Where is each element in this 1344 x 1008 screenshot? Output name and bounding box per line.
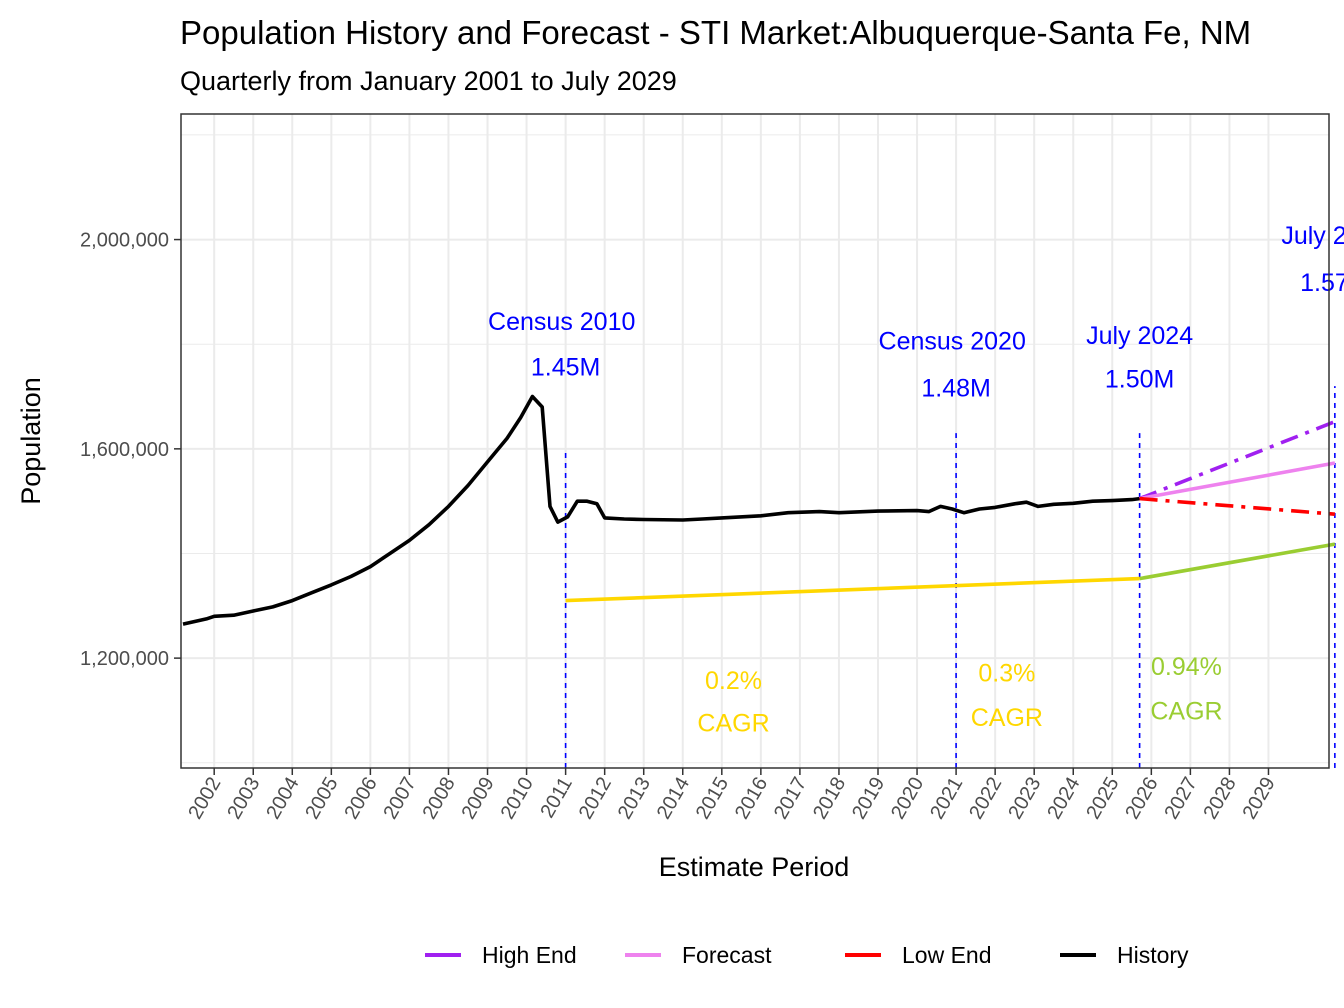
annotation-label: CAGR (697, 709, 769, 737)
x-tick-label: 2020 (887, 774, 928, 824)
x-tick-label: 2024 (1043, 774, 1084, 824)
legend-label: High End (482, 942, 577, 968)
chart-subtitle: Quarterly from January 2001 to July 2029 (180, 66, 677, 96)
chart-title: Population History and Forecast - STI Ma… (180, 14, 1251, 51)
x-tick-label: 2008 (419, 774, 460, 824)
x-axis-ticks: 2002200320042005200620072008200920102011… (184, 768, 1280, 823)
y-tick-label: 2,000,000 (80, 230, 169, 252)
annotation-label: 0.94% (1151, 653, 1222, 681)
annotation-label: 1.50M (1105, 366, 1174, 394)
annotation-label: CAGR (1150, 697, 1222, 725)
x-tick-label: 2009 (458, 774, 499, 824)
x-axis-title: Estimate Period (659, 852, 850, 882)
x-tick-label: 2015 (692, 774, 733, 824)
x-tick-label: 2016 (731, 774, 772, 824)
x-tick-label: 2014 (653, 774, 694, 824)
x-tick-label: 2019 (848, 774, 889, 824)
plot-panel-border (180, 113, 1330, 769)
annotation-label: 1.57M (1300, 269, 1344, 297)
annotation-label: CAGR (971, 704, 1043, 732)
series-line-low-end (1139, 496, 1336, 516)
series-line-forecast (1139, 461, 1336, 501)
x-tick-label: 2028 (1199, 774, 1240, 824)
x-tick-label: 2007 (379, 774, 420, 824)
x-tick-label: 2027 (1160, 774, 1201, 824)
x-tick-label: 2003 (223, 774, 264, 824)
x-tick-label: 2025 (1082, 774, 1123, 824)
x-tick-label: 2012 (575, 774, 616, 824)
annotation-label: 1.45M (531, 354, 600, 382)
annotations: Census 2010 1.45M Census 2020 1.48M July 202… (488, 222, 1344, 738)
y-axis-ticks: 1,200,000 1,600,000 2,000,000 (80, 230, 181, 670)
y-axis-title: Population (16, 377, 46, 505)
x-tick-label: 2010 (497, 774, 538, 824)
annotation-label: 0.3% (978, 660, 1035, 688)
series-lines (182, 394, 1336, 626)
annotation-label: Census 2010 (488, 308, 635, 336)
series-line-history-cagr-segment (565, 576, 1140, 603)
annotation-label: Census 2020 (879, 327, 1026, 355)
legend-label: History (1117, 942, 1189, 968)
x-tick-label: 2005 (301, 774, 342, 824)
x-tick-label: 2018 (809, 774, 850, 824)
x-tick-label: 2021 (926, 774, 967, 824)
annotation-label: July 2024 (1086, 322, 1193, 350)
series-line-high-end (1138, 419, 1336, 501)
x-tick-label: 2023 (1004, 774, 1045, 824)
annotation-label: July 2029 (1281, 222, 1344, 250)
x-tick-label: 2004 (262, 774, 303, 824)
x-tick-label: 2022 (965, 774, 1006, 824)
legend: High End Forecast Low End History (425, 942, 1189, 968)
x-tick-label: 2013 (614, 774, 655, 824)
x-tick-label: 2002 (184, 774, 225, 824)
x-tick-label: 2026 (1121, 774, 1162, 824)
x-tick-label: 2011 (536, 774, 577, 822)
series-line-forecast-cagr-segment (1139, 542, 1336, 581)
grid (181, 114, 1329, 768)
y-tick-label: 1,200,000 (80, 648, 169, 670)
x-tick-label: 2006 (340, 774, 381, 824)
reference-lines (564, 386, 1336, 768)
series-line-history (182, 394, 1140, 626)
y-tick-label: 1,600,000 (80, 439, 169, 461)
x-tick-label: 2029 (1239, 774, 1280, 824)
legend-label: Forecast (682, 942, 772, 968)
x-tick-label: 2017 (770, 774, 811, 824)
annotation-label: 0.2% (705, 667, 762, 695)
annotation-label: 1.48M (921, 375, 990, 403)
legend-label: Low End (902, 942, 992, 968)
